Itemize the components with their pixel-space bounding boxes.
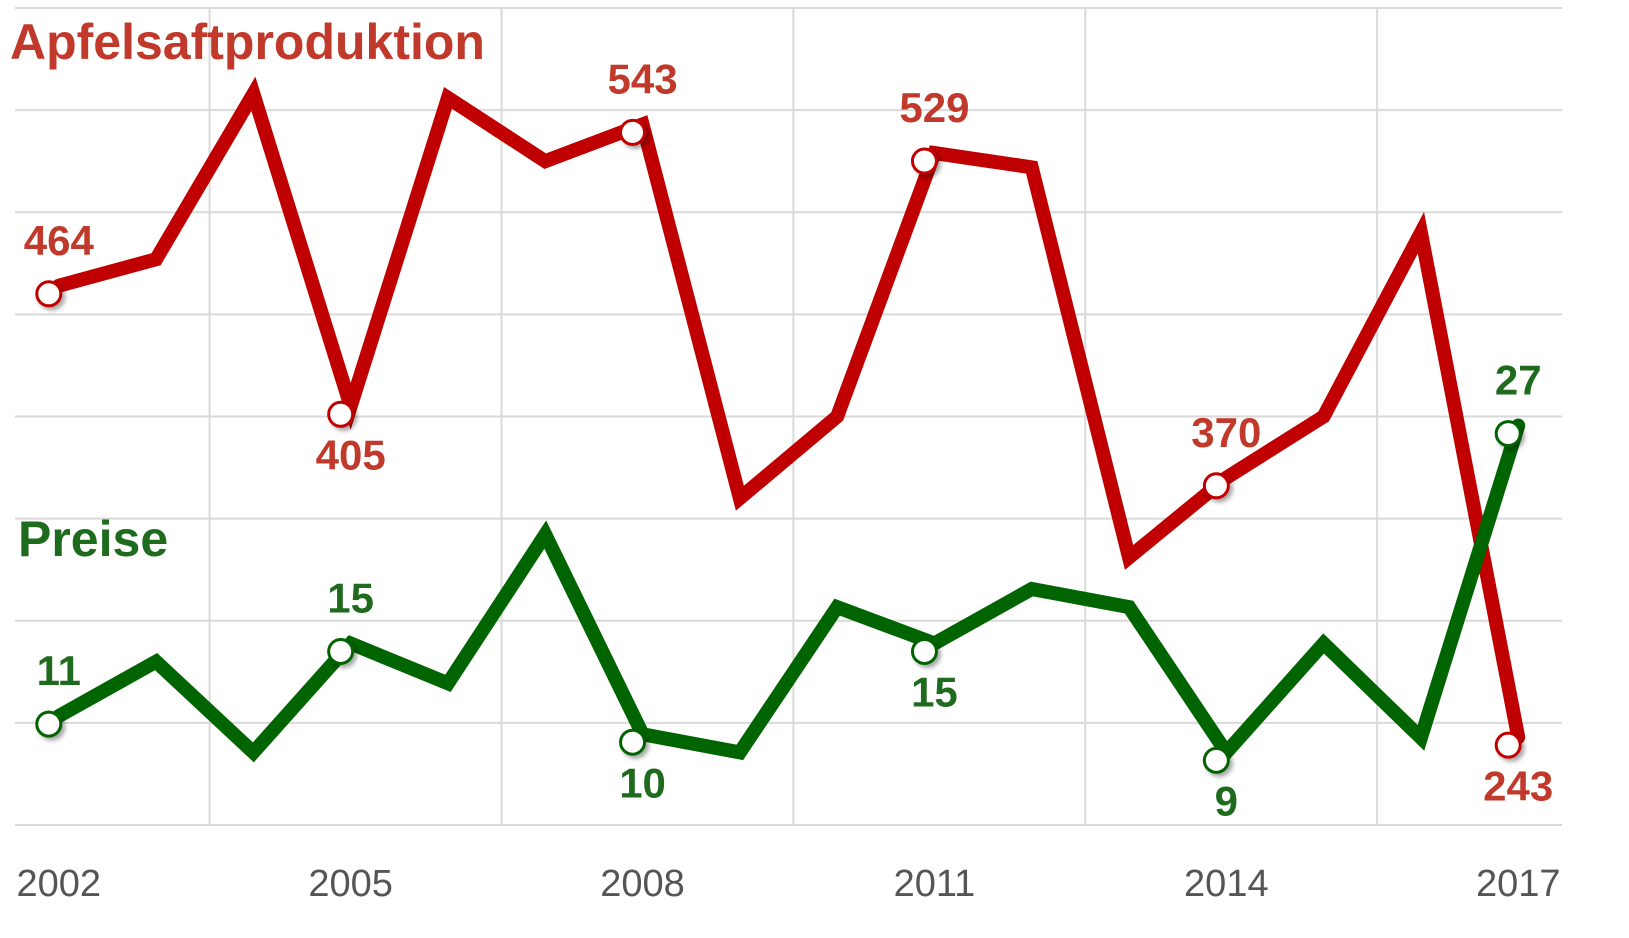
- x-tick-label: 2017: [1476, 863, 1561, 905]
- data-label: 27: [1495, 357, 1542, 404]
- marker: [910, 637, 938, 665]
- data-label: 464: [24, 217, 95, 264]
- data-label: 529: [899, 84, 969, 131]
- marker: [35, 280, 63, 308]
- labels: 2002 2005 2008 2011 2014 2017 464 405 543 529 370 2…: [17, 56, 1561, 906]
- series-title: Apfelsaftproduktion: [10, 14, 485, 70]
- marker: [327, 400, 355, 428]
- data-label: 405: [316, 431, 386, 478]
- data-label: 243: [1483, 762, 1553, 809]
- series-line: [51, 418, 1526, 764]
- x-tick-label: 2002: [17, 863, 102, 905]
- data-label: 15: [911, 669, 958, 716]
- data-label: 370: [1191, 409, 1261, 456]
- series-line: [51, 76, 1526, 745]
- marker: [619, 118, 647, 146]
- marker: [1494, 420, 1522, 448]
- marker: [1202, 746, 1230, 774]
- x-tick-label: 2014: [1184, 863, 1269, 905]
- marker: [1202, 472, 1230, 500]
- marker: [327, 637, 355, 665]
- series-title: Preise: [18, 511, 168, 567]
- x-tick-label: 2008: [600, 863, 685, 905]
- data-label: 9: [1215, 777, 1238, 824]
- marker: [910, 147, 938, 175]
- data-label: 543: [608, 56, 678, 103]
- lines: [51, 76, 1526, 764]
- marker: [619, 728, 647, 756]
- marker: [1494, 731, 1522, 759]
- marker: [35, 710, 63, 738]
- data-label: 15: [327, 575, 374, 622]
- x-tick-label: 2005: [308, 863, 393, 905]
- data-label: 11: [37, 647, 81, 694]
- data-label: 10: [619, 759, 666, 806]
- markers: [35, 118, 1522, 774]
- x-tick-label: 2011: [894, 863, 976, 905]
